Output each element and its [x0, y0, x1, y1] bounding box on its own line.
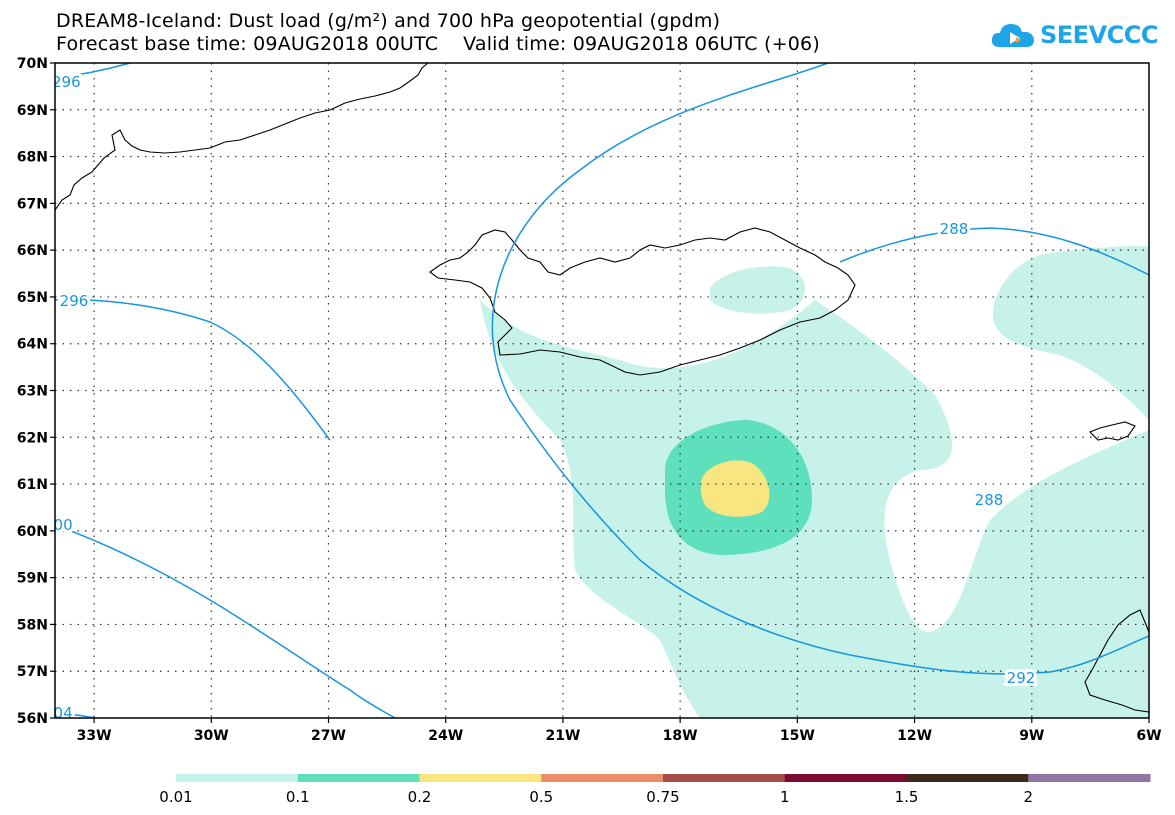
colorbar-swatch: [784, 774, 907, 782]
x-tick-label: 9W: [1019, 728, 1044, 744]
contour-label-292: 292: [1007, 669, 1036, 687]
contour-300: [55, 524, 396, 718]
y-tick-label: 58N: [17, 617, 48, 633]
dust-area-light: [480, 300, 1149, 718]
colorbar-swatch: [906, 774, 1029, 782]
geopotential-contours: [55, 63, 1149, 718]
dust-area-light-north: [710, 266, 805, 314]
x-tick-label: 15W: [780, 728, 815, 744]
colorbar-label: 1: [780, 788, 790, 806]
y-tick-label: 60N: [17, 524, 48, 540]
x-tick-label: 21W: [545, 728, 580, 744]
contour-label-304: 304: [44, 704, 73, 722]
x-tick-label: 27W: [311, 728, 346, 744]
colorbar-label: 1.5: [895, 788, 919, 806]
y-tick-label: 57N: [17, 664, 48, 680]
colorbar-label: 0.2: [408, 788, 432, 806]
x-axis: 33W 30W 27W 24W 21W 18W 15W 12W 9W 6W: [77, 718, 1162, 744]
y-tick-label: 62N: [17, 430, 48, 446]
contour-288: [839, 227, 1149, 276]
x-tick-label: 30W: [194, 728, 229, 744]
colorbar-label: 0.01: [159, 788, 192, 806]
contour-label-300: 300: [44, 516, 73, 534]
colorbar-swatch: [663, 774, 786, 782]
colorbar-swatch: [176, 774, 299, 782]
x-tick-label: 12W: [897, 728, 932, 744]
colorbar-swatch: [541, 774, 664, 782]
colorbar-label: 0.75: [646, 788, 679, 806]
y-tick-label: 68N: [17, 150, 48, 166]
colorbar-label: 0.1: [286, 788, 310, 806]
y-tick-label: 65N: [17, 290, 48, 306]
y-tick-label: 66N: [17, 243, 48, 259]
greenland-coast: [55, 63, 429, 211]
colorbar-label: 2: [1023, 788, 1033, 806]
x-tick-label: 18W: [663, 728, 698, 744]
y-tick-label: 56N: [17, 711, 48, 727]
y-axis: 70N 69N 68N 67N 66N 65N 64N 63N 62N 61N 60N 59N 58N 5…: [17, 56, 55, 727]
y-tick-label: 61N: [17, 477, 48, 493]
x-tick-label: 6W: [1136, 728, 1161, 744]
colorbar-swatch: [1028, 774, 1151, 782]
contour-288-ridge: [491, 63, 1149, 675]
contour-296-top: [55, 63, 131, 79]
x-tick-label: 24W: [428, 728, 463, 744]
y-tick-label: 59N: [17, 571, 48, 587]
contour-labels: 288 288 292 296 296 300 304: [44, 70, 1038, 722]
chart-title-line1: DREAM8-Iceland: Dust load (g/m²) and 700…: [56, 10, 721, 32]
contour-label-296-west: 296: [60, 292, 89, 310]
dust-area-light-east: [992, 246, 1149, 420]
contour-label-296-top: 296: [52, 73, 81, 91]
faroe-coast: [1089, 421, 1136, 441]
contour-label-288-south: 288: [975, 491, 1004, 509]
colorbar-swatch: [297, 774, 420, 782]
y-tick-label: 64N: [17, 337, 48, 353]
cloud-icon: [991, 24, 1034, 47]
coastlines: [55, 63, 1149, 713]
colorbar: 0.01 0.1 0.2 0.5 0.75 1 1.5 2: [159, 774, 1151, 806]
colorbar-swatch: [419, 774, 542, 782]
y-tick-label: 70N: [17, 56, 48, 72]
contour-label-288-north: 288: [940, 220, 969, 238]
dust-area-high: [700, 460, 770, 517]
map-plot-area: 288 288 292 296 296 300 304: [44, 63, 1149, 722]
colorbar-label: 0.5: [529, 788, 553, 806]
contour-296: [55, 298, 331, 441]
seevccc-logo: SEEVCCC: [990, 20, 1159, 50]
scotland-coast: [1084, 609, 1149, 713]
y-tick-label: 67N: [17, 196, 48, 212]
x-tick-label: 33W: [77, 728, 112, 744]
logo-text: SEEVCCC: [1040, 21, 1159, 49]
chart-title-line2: Forecast base time: 09AUG2018 00UTC Vali…: [56, 33, 820, 55]
y-tick-label: 69N: [17, 103, 48, 119]
y-tick-label: 63N: [17, 384, 48, 400]
iceland-coast: [429, 227, 856, 376]
